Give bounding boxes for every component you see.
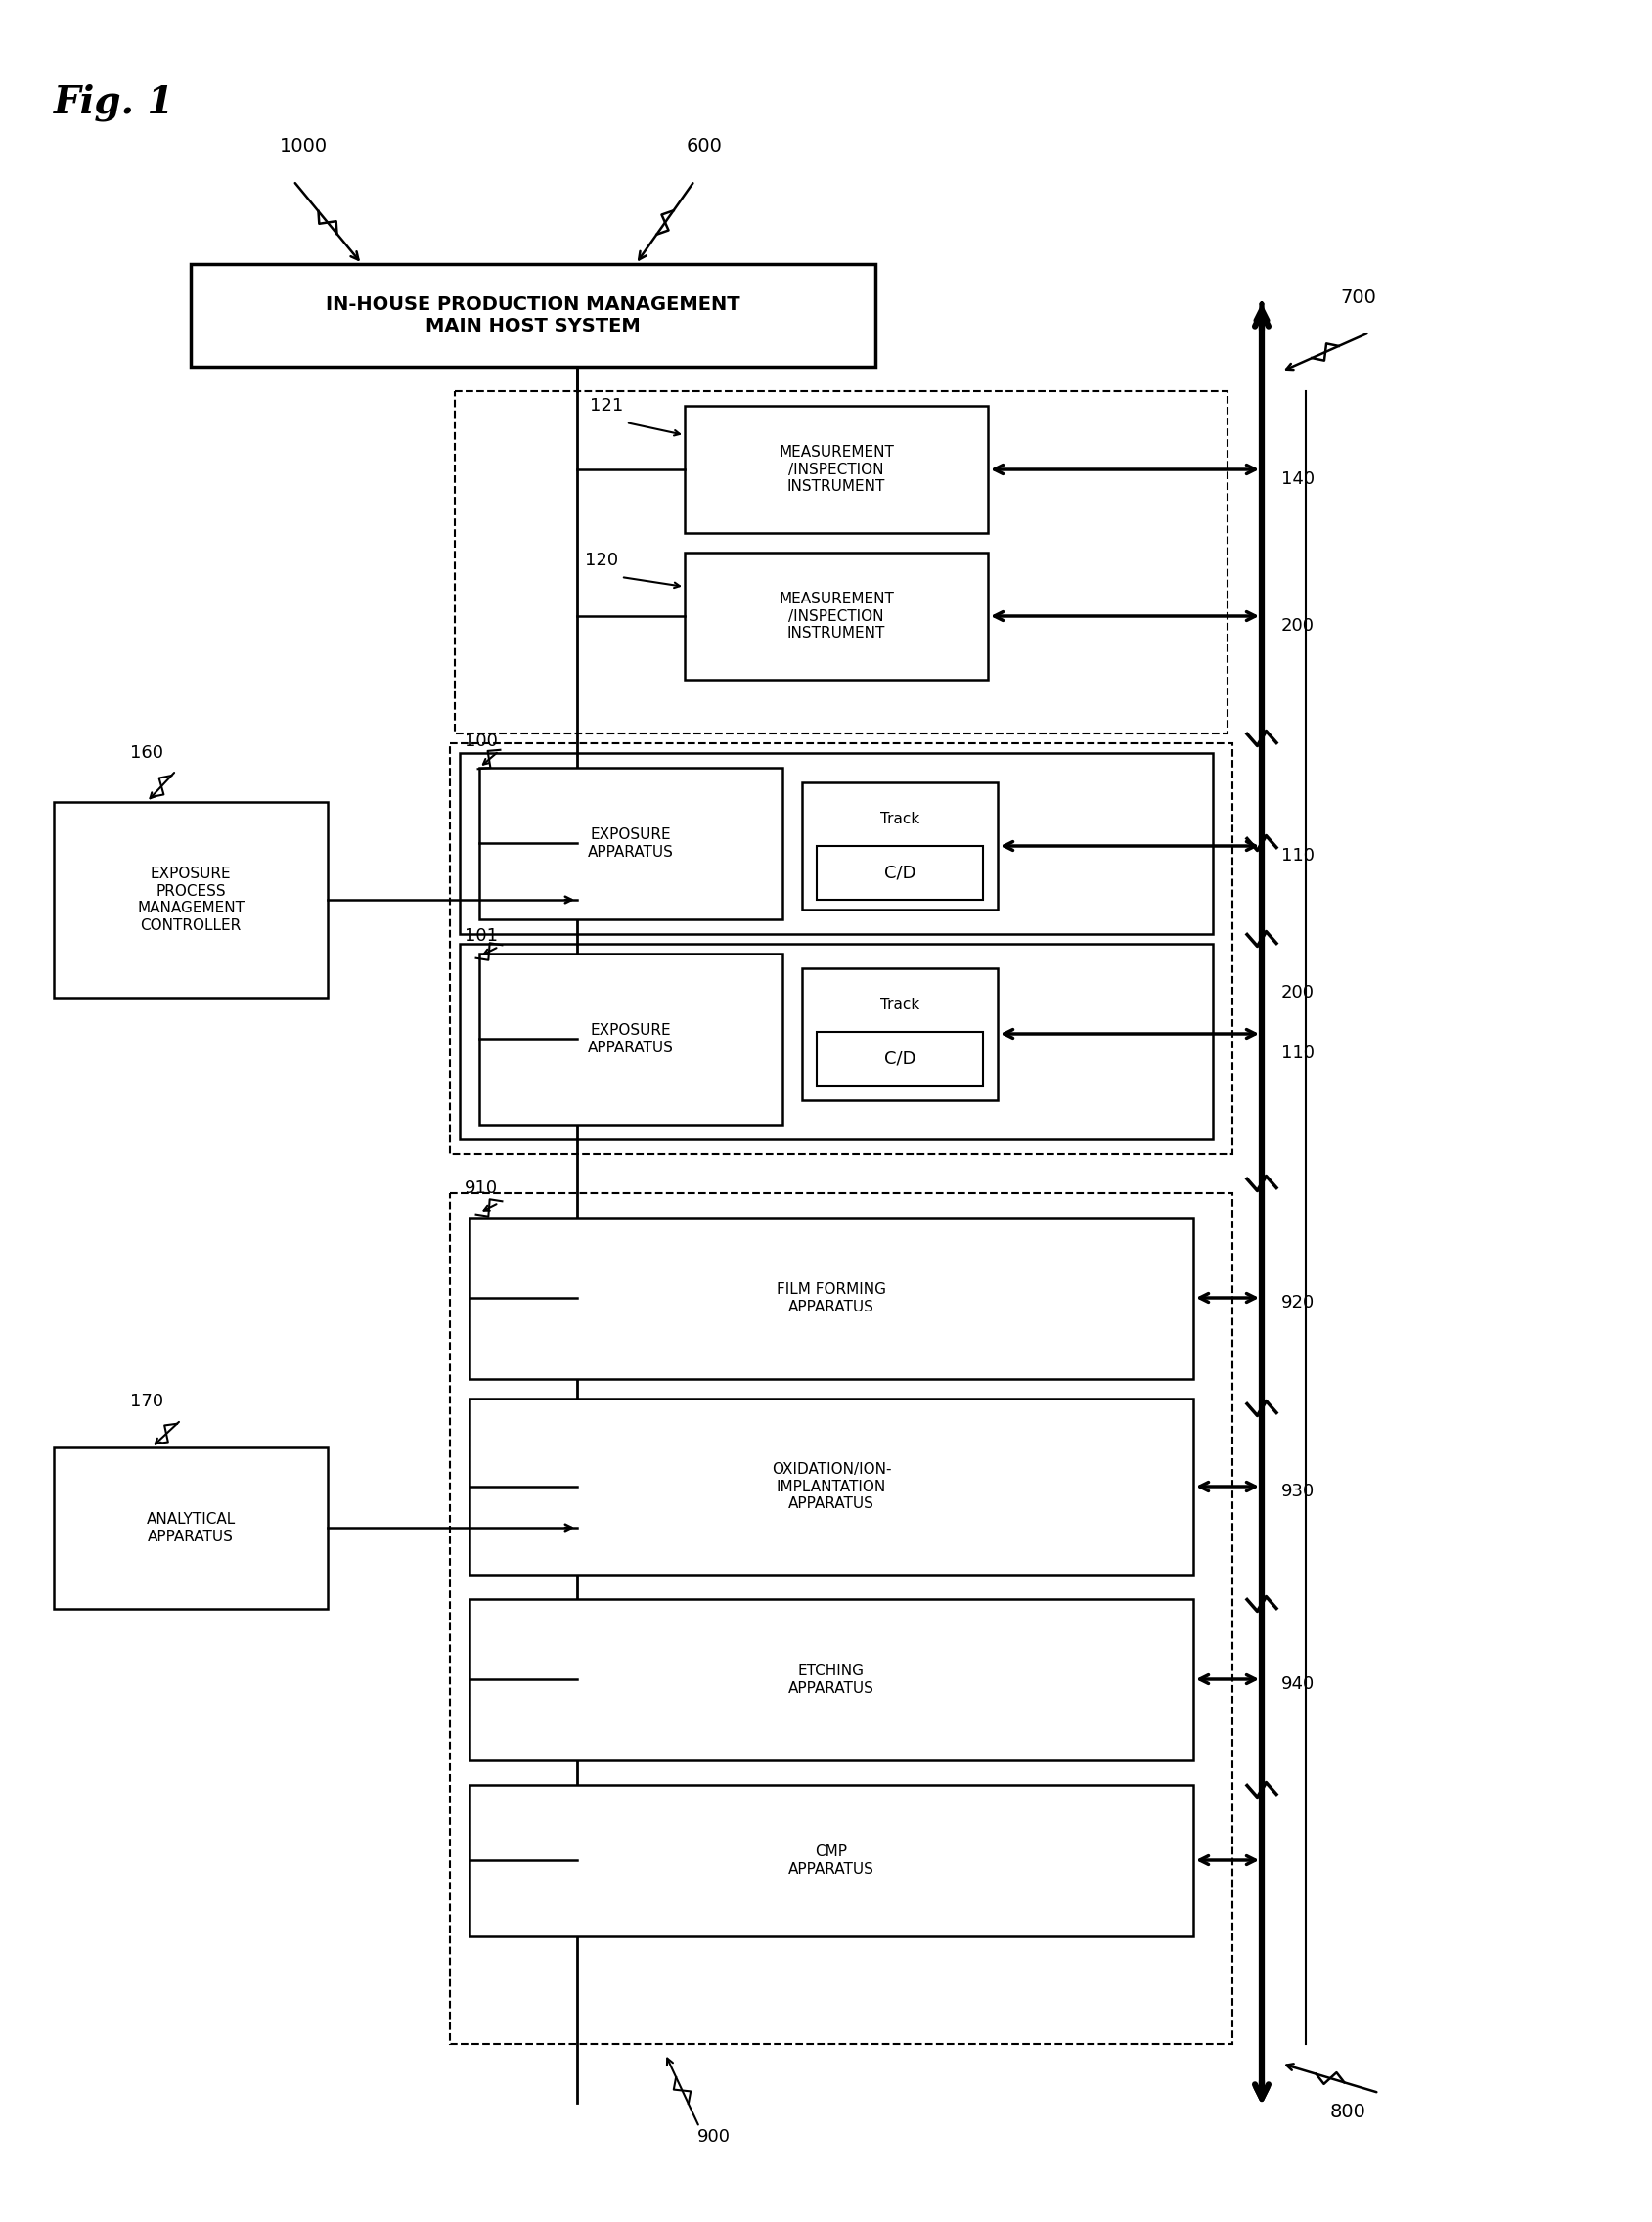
Bar (449, 1193, 1232, 2044)
Text: Fig. 1: Fig. 1 (55, 82, 175, 120)
Text: ETCHING
APPARATUS: ETCHING APPARATUS (788, 1664, 874, 1695)
Bar (190, 264, 876, 367)
Text: C/D: C/D (884, 1049, 915, 1067)
Text: OXIDATION/ION-
IMPLANTATION
APPARATUS: OXIDATION/ION- IMPLANTATION APPARATUS (771, 1462, 892, 1511)
Text: IN-HOUSE PRODUCTION MANAGEMENT
MAIN HOST SYSTEM: IN-HOUSE PRODUCTION MANAGEMENT MAIN HOST… (325, 296, 740, 336)
Text: 140: 140 (1282, 471, 1315, 489)
Text: 110: 110 (1282, 847, 1315, 864)
Bar (684, 553, 988, 680)
Text: C/D: C/D (884, 864, 915, 882)
Text: 110: 110 (1282, 1044, 1315, 1062)
Bar (816, 847, 983, 900)
Text: ANALYTICAL
APPARATUS: ANALYTICAL APPARATUS (145, 1513, 235, 1544)
Bar (801, 782, 998, 909)
Text: FILM FORMING
APPARATUS: FILM FORMING APPARATUS (776, 1282, 885, 1313)
Bar (55, 1447, 327, 1609)
Text: 170: 170 (131, 1393, 164, 1411)
Text: 200: 200 (1282, 984, 1315, 1002)
Bar (469, 1398, 1193, 1575)
Bar (449, 744, 1232, 1153)
Text: 700: 700 (1340, 289, 1376, 307)
Bar (459, 944, 1213, 1140)
Text: MEASUREMENT
/INSPECTION
INSTRUMENT: MEASUREMENT /INSPECTION INSTRUMENT (778, 591, 894, 640)
Text: Track: Track (881, 998, 920, 1013)
Bar (816, 1031, 983, 1087)
Text: 600: 600 (686, 138, 722, 156)
Text: MEASUREMENT
/INSPECTION
INSTRUMENT: MEASUREMENT /INSPECTION INSTRUMENT (778, 444, 894, 493)
Bar (469, 1784, 1193, 1935)
Text: 1000: 1000 (279, 138, 327, 156)
Text: 930: 930 (1282, 1482, 1315, 1500)
Text: 100: 100 (464, 733, 497, 751)
Bar (469, 1600, 1193, 1760)
Text: EXPOSURE
PROCESS
MANAGEMENT
CONTROLLER: EXPOSURE PROCESS MANAGEMENT CONTROLLER (137, 867, 244, 933)
Text: 940: 940 (1282, 1675, 1315, 1693)
Text: 160: 160 (131, 744, 164, 762)
Text: EXPOSURE
APPARATUS: EXPOSURE APPARATUS (588, 1024, 674, 1055)
Bar (479, 953, 783, 1124)
Text: 900: 900 (697, 2129, 730, 2146)
Bar (469, 1218, 1193, 1380)
Text: 910: 910 (464, 1180, 497, 1198)
Text: 101: 101 (464, 927, 497, 944)
Text: EXPOSURE
APPARATUS: EXPOSURE APPARATUS (588, 827, 674, 860)
Bar (684, 407, 988, 533)
Text: 920: 920 (1282, 1293, 1315, 1311)
Text: 200: 200 (1282, 618, 1315, 635)
Text: 121: 121 (590, 398, 623, 416)
Text: 120: 120 (585, 551, 618, 569)
Bar (801, 969, 998, 1100)
Bar (454, 391, 1227, 733)
Bar (479, 769, 783, 920)
Bar (459, 753, 1213, 933)
Text: 800: 800 (1330, 2102, 1366, 2122)
Bar (55, 802, 327, 998)
Text: Track: Track (881, 811, 920, 827)
Text: CMP
APPARATUS: CMP APPARATUS (788, 1844, 874, 1875)
